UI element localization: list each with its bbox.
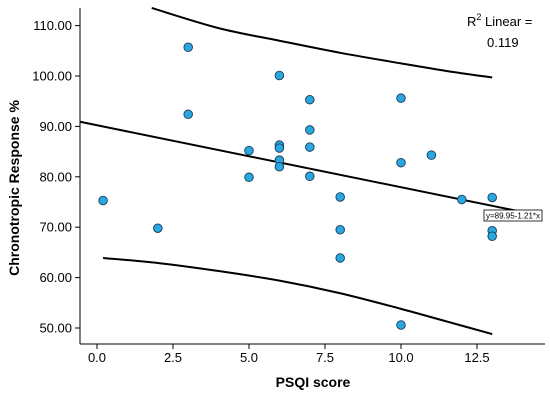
r2-superscript: 2 [476, 12, 481, 22]
data-point [305, 94, 315, 105]
x-tick-label: 2.5 [164, 350, 182, 365]
x-tick-label: 0.0 [88, 350, 106, 365]
y-tick-label: 60.00 [39, 270, 72, 285]
regression-line [79, 120, 523, 214]
r2-annotation: R2 Linear = 0.119 [467, 12, 532, 50]
y-tick-label: 70.00 [39, 220, 72, 235]
equation-label: y=89.95-1.21*x [483, 209, 543, 222]
data-point [396, 93, 406, 103]
data-point [244, 172, 254, 183]
data-point [153, 223, 163, 233]
data-point [305, 142, 315, 152]
y-tick-label: 110.00 [33, 18, 72, 33]
y-tick-label: 80.00 [39, 169, 72, 184]
data-point [274, 161, 285, 172]
data-point [244, 145, 254, 156]
data-point [183, 109, 193, 120]
x-axis-title: PSQI score [276, 374, 351, 390]
r2-symbol: R [467, 14, 476, 29]
data-point [305, 125, 315, 135]
data-point [183, 42, 193, 53]
data-point [396, 320, 406, 330]
data-point [98, 195, 108, 206]
data-point [457, 194, 467, 205]
y-tick-label: 100.00 [32, 69, 72, 84]
svg-text:R2 Linear =: R2 Linear = [467, 12, 532, 29]
data-point [396, 157, 406, 168]
x-tick-label: 5.0 [240, 350, 258, 365]
data-point [426, 150, 437, 160]
data-point [487, 231, 497, 242]
data-point [335, 224, 345, 235]
y-axis-title: Chronotropic Response % [6, 100, 22, 276]
data-point [487, 192, 497, 203]
x-tick-label: 12.5 [464, 350, 489, 365]
y-tick-label: 50.00 [39, 321, 72, 336]
r2-value: 0.119 [487, 35, 519, 50]
upper-confidence-curve [151, 7, 493, 79]
data-point [305, 171, 315, 182]
y-tick-label: 90.00 [39, 119, 72, 134]
x-tick-label: 10.0 [388, 350, 413, 365]
r2-linear-label: Linear = [481, 14, 532, 29]
lower-confidence-curve [102, 256, 493, 336]
data-point [274, 70, 285, 81]
data-point [335, 253, 345, 263]
data-point [274, 143, 285, 153]
x-tick-label: 7.5 [316, 350, 334, 365]
equation-text: y=89.95-1.21*x [486, 212, 540, 221]
data-point [335, 192, 345, 202]
